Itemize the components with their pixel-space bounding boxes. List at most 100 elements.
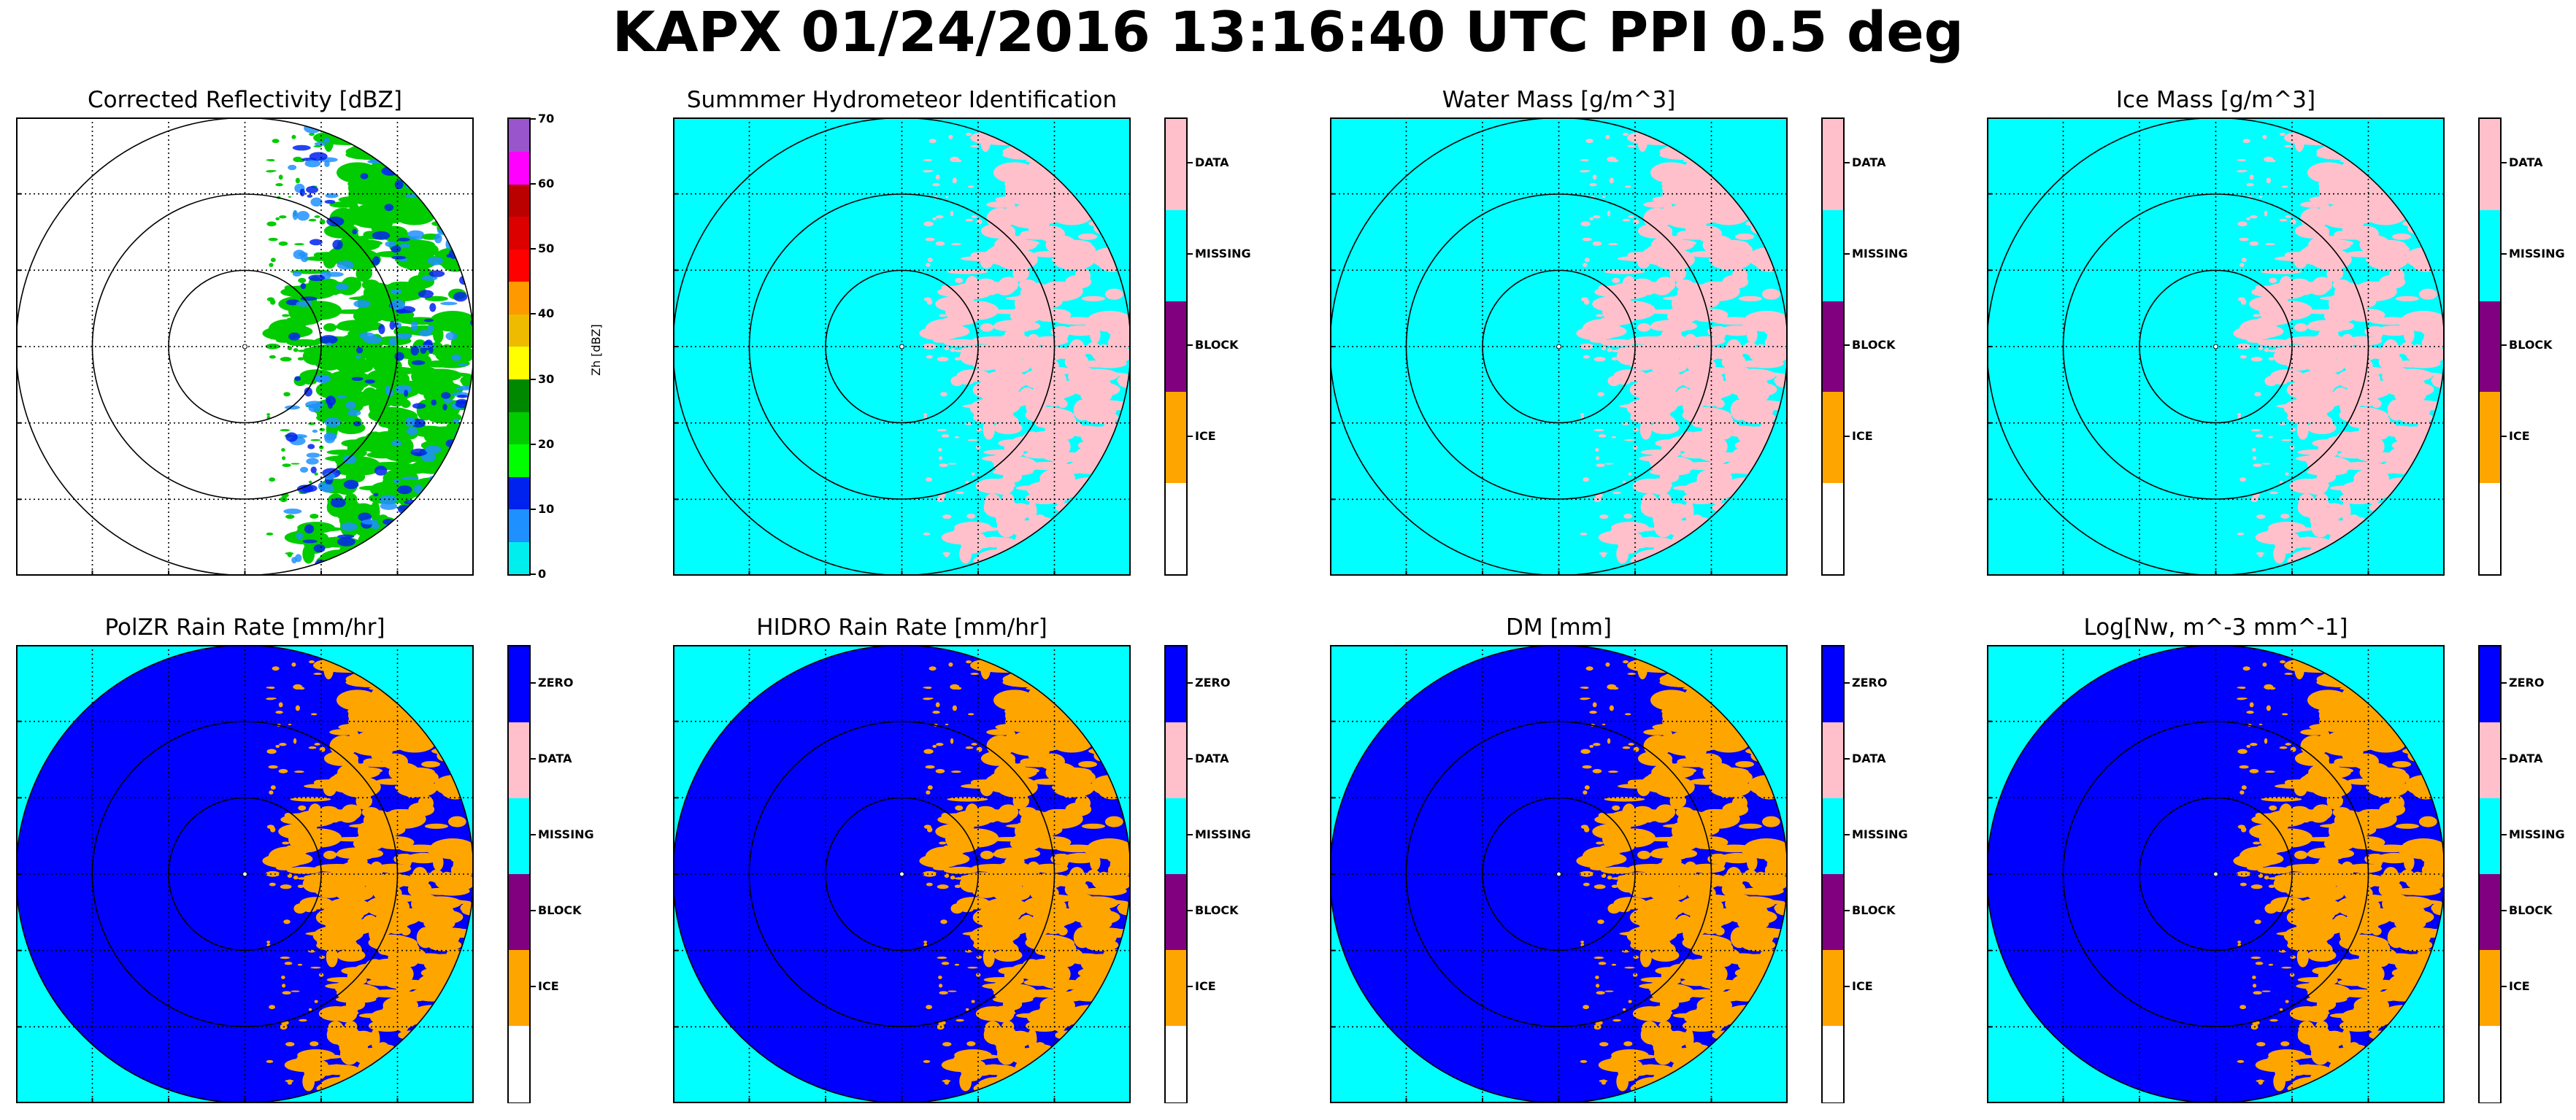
echo-cell [1604, 797, 1645, 802]
echo-cell [938, 448, 942, 452]
echo-cell [2255, 434, 2264, 438]
echo-cell [1611, 436, 1617, 439]
echo-cell [2269, 277, 2277, 283]
echo-cell [291, 990, 300, 992]
echo-cell [266, 941, 271, 943]
echo-cell [956, 314, 963, 319]
colorbar-segment [2480, 301, 2500, 393]
echo-cell [275, 744, 280, 748]
echo-cell [1026, 861, 1041, 878]
echo-cell [1001, 1021, 1015, 1032]
colorbar [1821, 645, 1845, 1103]
echo-cell [378, 324, 385, 335]
echo-cell [1611, 819, 1638, 827]
echo-cell [425, 970, 438, 984]
colorbar-segment [1823, 798, 1843, 875]
colorbar-category-label: DATA [538, 752, 572, 765]
colorbar-tick [1188, 758, 1193, 760]
echo-cell [2284, 252, 2295, 258]
colorbar [1164, 117, 1188, 576]
echo-cell [2290, 219, 2296, 225]
echo-cell [420, 398, 445, 414]
echo-cell [299, 897, 334, 910]
echo-cell [1612, 314, 1620, 319]
range-ring [825, 797, 979, 951]
echo-cell [1583, 827, 1590, 833]
echo-cell [939, 984, 943, 988]
echo-cell [283, 392, 291, 397]
echo-cell [2250, 215, 2258, 219]
echo-cell [1034, 894, 1074, 903]
echo-cell [2289, 479, 2325, 494]
echo-cell [381, 822, 407, 827]
echo-cell [945, 196, 949, 198]
echo-cell [1001, 493, 1015, 505]
echo-cell [408, 802, 435, 816]
echo-cell [314, 472, 318, 476]
echo-cell [950, 210, 954, 217]
echo-cell [1607, 738, 1611, 744]
echo-cell [1595, 448, 1599, 452]
range-ring [168, 269, 322, 424]
colorbar-tick [531, 313, 536, 315]
echo-cell [2391, 398, 2415, 414]
echo-cell [391, 183, 411, 206]
echo-cell [1579, 870, 1594, 877]
echo-cell [1020, 231, 1036, 238]
panel-title: DM [mm] [1505, 614, 1612, 641]
echo-cell [1636, 937, 1653, 952]
radar-ppi-plot [1987, 645, 2445, 1103]
colorbar-segment [2480, 392, 2500, 484]
echo-cell [2249, 174, 2254, 180]
echo-cell [923, 941, 928, 943]
echo-cell [1596, 456, 1600, 460]
echo-cell [1691, 894, 1731, 903]
echo-cell [309, 1041, 319, 1046]
echo-cell [1721, 286, 1734, 295]
echo-cell [269, 790, 274, 795]
echo-cell [966, 522, 975, 528]
echo-cell [1670, 886, 1680, 892]
echo-cell [288, 164, 297, 171]
echo-cell [429, 303, 437, 312]
echo-cell [1684, 501, 1694, 523]
echo-cell [431, 399, 437, 406]
echo-cell [1747, 854, 1758, 871]
echo-cell [2377, 266, 2388, 271]
colorbar-segment [509, 347, 529, 380]
echo-cell [327, 402, 333, 409]
colorbar-segment [1166, 950, 1186, 1027]
echo-cell [1608, 905, 1617, 910]
echo-cell [1576, 326, 1618, 341]
colorbar-segment [1823, 874, 1843, 951]
echo-cell [1047, 281, 1069, 287]
echo-cell [2353, 476, 2366, 493]
echo-cell [1624, 185, 1631, 188]
echo-cell [2304, 256, 2315, 264]
echo-cell [1721, 880, 1746, 898]
echo-cell [2237, 532, 2245, 536]
echo-cell [965, 1008, 969, 1011]
echo-cell [1593, 215, 1601, 219]
echo-cell [410, 345, 419, 356]
echo-cell [2239, 263, 2245, 267]
echo-cell [427, 256, 443, 266]
echo-cell [2280, 514, 2290, 519]
echo-cell [2279, 218, 2288, 222]
echo-cell [1583, 882, 1590, 887]
echo-cell [1593, 743, 1601, 746]
echo-cell [953, 850, 956, 855]
echo-cell [283, 508, 302, 514]
echo-cell [971, 215, 977, 218]
echo-cell [970, 779, 981, 786]
colorbar-segment [1166, 722, 1186, 799]
colorbar-category-label: DATA [2509, 155, 2543, 170]
echo-cell [291, 134, 296, 139]
echo-cell [459, 338, 474, 349]
echo-cell [1695, 1020, 1715, 1027]
echo-cell [1604, 463, 1614, 465]
echo-cell [1007, 849, 1032, 860]
echo-cell [1580, 698, 1589, 700]
echo-cell [399, 243, 411, 248]
